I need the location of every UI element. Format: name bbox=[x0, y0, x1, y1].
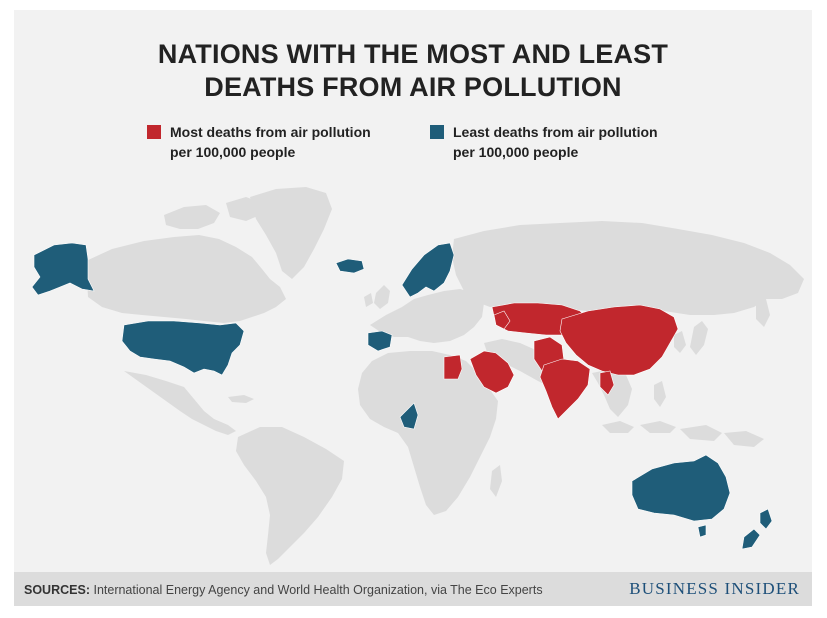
land-kamchatka bbox=[756, 295, 770, 327]
sources-line: SOURCES: International Energy Agency and… bbox=[24, 583, 543, 597]
legend-most-line-1: Most deaths from air pollution bbox=[170, 124, 371, 140]
least-deaths-layer bbox=[31, 242, 773, 550]
land-russia bbox=[452, 221, 804, 315]
land-korea bbox=[674, 331, 686, 353]
land-greenland bbox=[250, 187, 332, 279]
legend-item-most-deaths: Most deaths from air pollution per 100,0… bbox=[147, 122, 371, 162]
region-new-zealand-north bbox=[759, 508, 773, 530]
region-cameroon bbox=[399, 402, 419, 430]
land-south-america bbox=[236, 427, 344, 565]
most-deaths-layer bbox=[443, 302, 679, 420]
region-spain bbox=[367, 330, 393, 352]
footer-bar: SOURCES: International Energy Agency and… bbox=[14, 572, 812, 606]
region-alaska bbox=[31, 242, 95, 296]
region-eastern-europe bbox=[493, 310, 511, 330]
land-africa bbox=[358, 351, 498, 515]
land-ireland bbox=[364, 293, 373, 307]
legend-label-least-deaths: Least deaths from air pollution per 100,… bbox=[453, 122, 658, 162]
legend-swatch-most-deaths bbox=[147, 125, 161, 139]
land-indonesia-2 bbox=[640, 421, 676, 433]
region-iceland bbox=[335, 258, 365, 274]
sources-text: International Energy Agency and World He… bbox=[93, 583, 543, 597]
land-indonesia bbox=[602, 421, 634, 433]
land-arctic-islands bbox=[164, 205, 220, 229]
region-saudi-arabia bbox=[469, 350, 515, 394]
region-australia bbox=[631, 454, 731, 522]
title-line-1: NATIONS WITH THE MOST AND LEAST bbox=[157, 39, 669, 69]
legend-swatch-least-deaths bbox=[430, 125, 444, 139]
region-tasmania bbox=[697, 524, 707, 538]
business-insider-logo: BUSINESS INSIDER bbox=[629, 579, 800, 598]
legend-label-most-deaths: Most deaths from air pollution per 100,0… bbox=[170, 122, 371, 162]
land-uk bbox=[374, 285, 390, 309]
title-line-2: DEATHS FROM AIR POLLUTION bbox=[204, 72, 622, 102]
legend-least-line-2: per 100,000 people bbox=[453, 144, 579, 160]
land-se-asia bbox=[592, 369, 632, 417]
land-japan bbox=[690, 321, 708, 355]
region-china-mongolia bbox=[559, 304, 679, 376]
land-madagascar bbox=[490, 465, 502, 497]
region-egypt bbox=[443, 354, 463, 380]
land-papua bbox=[724, 431, 764, 447]
region-india bbox=[539, 358, 591, 420]
sources-label: SOURCES: bbox=[24, 583, 90, 597]
region-myanmar bbox=[599, 370, 615, 396]
legend-item-least-deaths: Least deaths from air pollution per 100,… bbox=[430, 122, 658, 162]
region-usa bbox=[121, 320, 245, 376]
land-caribbean bbox=[228, 395, 254, 403]
land-mexico bbox=[124, 371, 236, 435]
infographic-card: NATIONS WITH THE MOST AND LEAST DEATHS F… bbox=[14, 10, 812, 606]
land-indonesia-3 bbox=[680, 425, 722, 441]
region-new-zealand-south bbox=[741, 528, 761, 550]
land-europe bbox=[370, 289, 484, 343]
land-philippines bbox=[654, 381, 666, 407]
region-scandinavia bbox=[401, 242, 455, 298]
legend-least-line-1: Least deaths from air pollution bbox=[453, 124, 658, 140]
land-canada bbox=[86, 235, 286, 323]
land-layer bbox=[86, 187, 804, 565]
map-title: NATIONS WITH THE MOST AND LEAST DEATHS F… bbox=[14, 38, 812, 104]
world-map bbox=[31, 187, 804, 565]
legend-most-line-2: per 100,000 people bbox=[170, 144, 296, 160]
